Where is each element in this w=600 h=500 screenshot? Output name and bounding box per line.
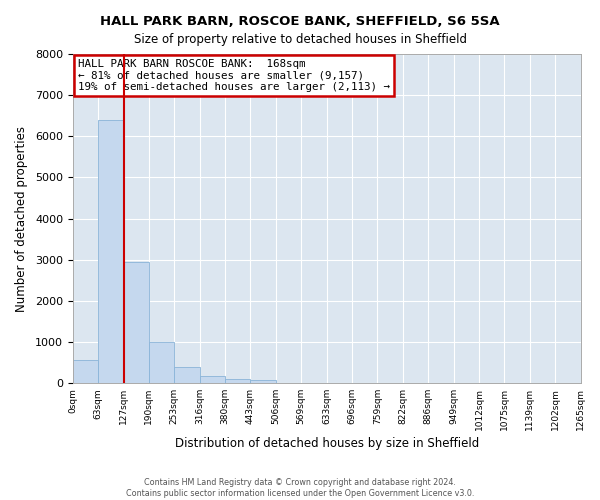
Text: Contains HM Land Registry data © Crown copyright and database right 2024.
Contai: Contains HM Land Registry data © Crown c…: [126, 478, 474, 498]
Text: Size of property relative to detached houses in Sheffield: Size of property relative to detached ho…: [133, 32, 467, 46]
Bar: [225, 379, 250, 383]
Bar: [175, 368, 200, 383]
Bar: [124, 262, 149, 383]
Bar: [200, 376, 225, 383]
Bar: [98, 120, 124, 383]
Bar: [73, 360, 98, 383]
Y-axis label: Number of detached properties: Number of detached properties: [15, 126, 28, 312]
Text: HALL PARK BARN, ROSCOE BANK, SHEFFIELD, S6 5SA: HALL PARK BARN, ROSCOE BANK, SHEFFIELD, …: [100, 15, 500, 28]
X-axis label: Distribution of detached houses by size in Sheffield: Distribution of detached houses by size …: [175, 437, 479, 450]
Bar: [250, 380, 276, 383]
Text: HALL PARK BARN ROSCOE BANK:  168sqm
← 81% of detached houses are smaller (9,157): HALL PARK BARN ROSCOE BANK: 168sqm ← 81%…: [78, 59, 390, 92]
Bar: [149, 342, 175, 383]
